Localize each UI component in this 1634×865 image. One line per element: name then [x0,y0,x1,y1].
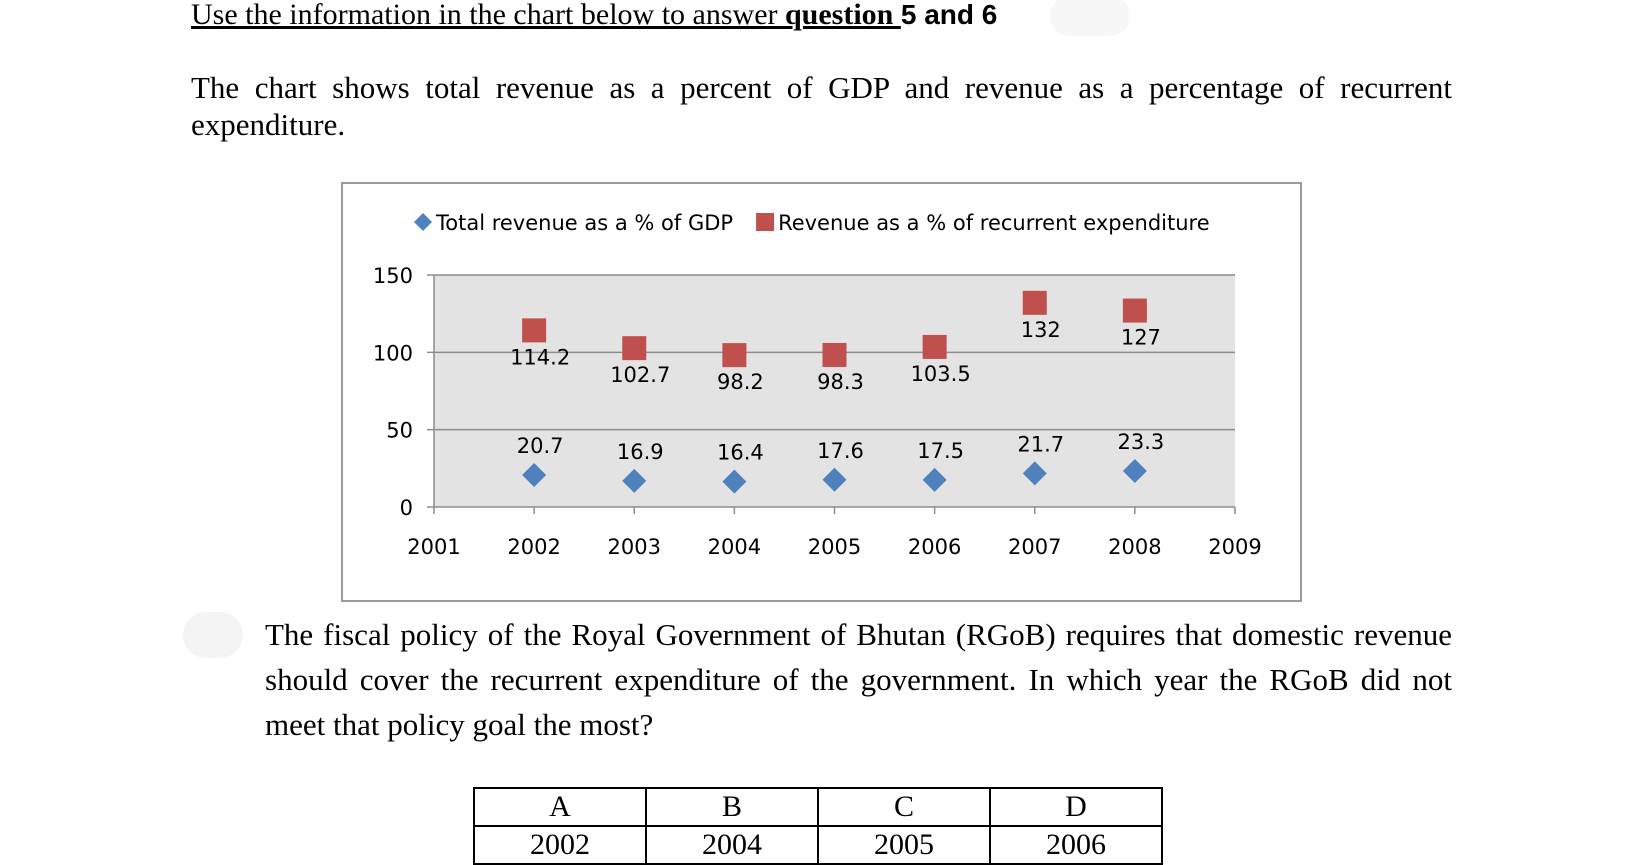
x-tick-label: 2004 [708,535,761,559]
gdp-data-label: 23.3 [1117,430,1164,454]
y-tick-label: 150 [373,264,413,288]
legend-gdp-label: Total revenue as a % of GDP [435,211,733,235]
heading-question-numbers: 5 and 6 [900,0,998,30]
heading-text: Use the information in the chart below t… [191,0,785,31]
question-text: The fiscal policy of the Royal Governmen… [265,617,1452,742]
legend-expenditure-label: Revenue as a % of recurrent expenditure [778,211,1210,235]
expenditure-point [622,336,647,361]
y-tick-label: 0 [400,496,413,520]
gdp-point [1122,458,1147,483]
expenditure-data-label: 98.3 [817,370,864,394]
expenditure-data-label: 127 [1121,326,1161,350]
option-d-value[interactable]: 2006 [989,825,1163,865]
gdp-point [722,469,747,494]
y-tick-label: 100 [373,341,413,365]
x-tick-label: 2009 [1208,535,1261,559]
gdp-point [922,467,947,492]
expenditure-point [522,318,547,343]
gdp-point [622,468,647,493]
scan-smudge [183,612,243,658]
x-tick-label: 2008 [1108,535,1161,559]
legend-gdp-icon [414,213,432,231]
expenditure-point [722,343,747,368]
option-a-letter[interactable]: A [473,787,647,827]
gdp-point [822,467,847,492]
gdp-point [522,462,547,487]
option-b-value[interactable]: 2004 [645,825,819,865]
expenditure-point [822,342,847,367]
option-b-letter[interactable]: B [645,787,819,827]
gdp-data-label: 16.4 [717,441,764,465]
option-d-letter[interactable]: D [989,787,1163,827]
x-tick-label: 2005 [808,535,861,559]
heading-question-word: question [785,0,901,31]
expenditure-point [1022,290,1047,315]
scan-smudge [1050,0,1130,36]
expenditure-data-label: 114.2 [510,345,570,369]
revenue-chart: 0 50 100 150 2001 2002 2003 2004 2005 2006 2007 200… [373,211,1262,559]
gdp-data-label: 16.9 [617,440,664,464]
expenditure-point [1122,298,1147,323]
x-tick-label: 2002 [507,535,560,559]
chart-frame: 0 50 100 150 2001 2002 2003 2004 2005 2006 2007 200… [341,182,1302,602]
legend-expenditure-icon [756,213,775,231]
expenditure-data-label: 98.2 [717,370,764,394]
gdp-point [1022,461,1047,486]
y-tick-label: 50 [386,419,413,443]
expenditure-data-label: 103.5 [911,362,971,386]
expenditure-point [922,334,947,359]
gdp-data-label: 17.6 [817,439,864,463]
instruction-heading: Use the information in the chart below t… [191,0,997,32]
x-tick-label: 2006 [908,535,961,559]
gdp-data-label: 20.7 [517,434,564,458]
x-tick-label: 2001 [407,535,460,559]
answer-options-table: A B C D 2002 2004 2005 2006 [473,787,1163,865]
expenditure-data-label: 132 [1021,318,1061,342]
gdp-data-label: 17.5 [917,439,964,463]
x-tick-label: 2003 [608,535,661,559]
option-a-value[interactable]: 2002 [473,825,647,865]
option-c-value[interactable]: 2005 [817,825,991,865]
x-tick-label: 2007 [1008,535,1061,559]
expenditure-data-label: 102.7 [610,363,670,387]
intro-paragraph: The chart shows total revenue as a perce… [191,70,1452,142]
option-c-letter[interactable]: C [817,787,991,827]
gdp-data-label: 21.7 [1017,432,1064,456]
